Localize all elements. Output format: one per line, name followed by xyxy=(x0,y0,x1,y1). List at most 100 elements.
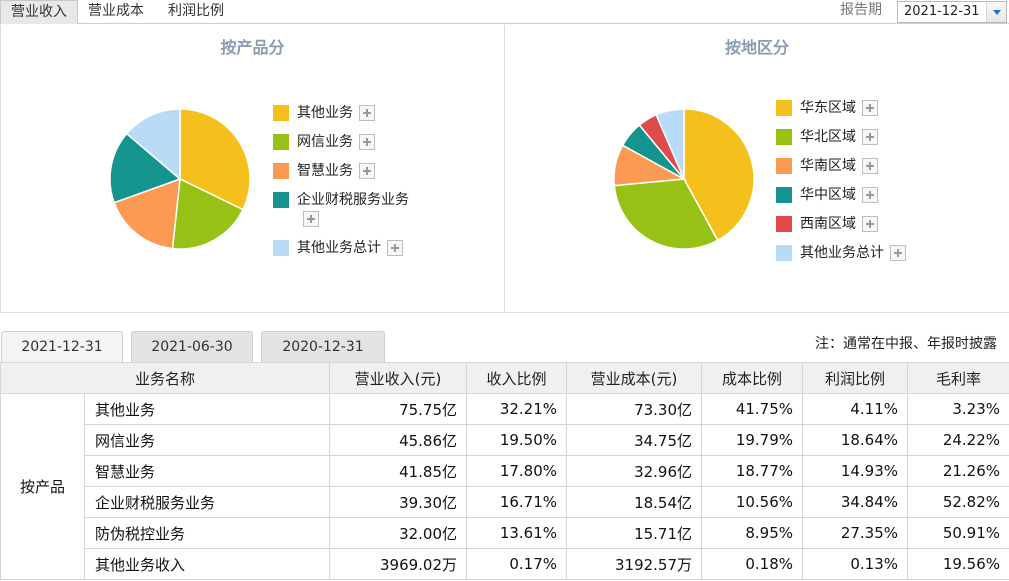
header-cost-ratio: 成本比例 xyxy=(701,362,804,394)
disclosure-note: 注：通常在中报、年报时披露 xyxy=(815,336,997,352)
expand-plus-icon[interactable] xyxy=(862,100,878,116)
cell-revenue: 45.86亿 xyxy=(329,424,468,456)
header-revenue: 营业收入(元) xyxy=(329,362,468,394)
header-gross-margin: 毛利率 xyxy=(907,362,1009,394)
expand-plus-icon[interactable] xyxy=(387,240,403,256)
pie-slice[interactable] xyxy=(613,178,719,250)
cell-profit-ratio: 0.13% xyxy=(802,548,909,580)
pie-slice[interactable] xyxy=(179,108,251,211)
legend-swatch xyxy=(273,240,289,256)
header-revenue-ratio: 收入比例 xyxy=(466,362,568,394)
cell-revenue: 41.85亿 xyxy=(329,455,468,487)
legend-label: 企业财税服务业务 xyxy=(297,192,409,208)
legend-swatch xyxy=(776,245,792,261)
legend-label: 华东区域 xyxy=(800,100,856,116)
cell-cost-ratio: 10.56% xyxy=(701,486,804,518)
expand-plus-icon[interactable] xyxy=(862,129,878,145)
expand-plus-icon[interactable] xyxy=(862,187,878,203)
date-tab-2020-12-31[interactable]: 2020-12-31 xyxy=(261,331,385,362)
pie-slice[interactable] xyxy=(113,177,181,250)
cell-name: 防伪税控业务 xyxy=(83,517,331,549)
cell-cost-ratio: 18.77% xyxy=(701,455,804,487)
date-tab-2021-06-30[interactable]: 2021-06-30 xyxy=(131,331,253,362)
pie-slice[interactable] xyxy=(125,108,181,181)
cell-name: 其他业务收入 xyxy=(83,548,331,580)
cell-name: 其他业务 xyxy=(83,393,331,425)
cell-cost: 3192.57万 xyxy=(566,548,703,580)
legend-swatch xyxy=(273,105,289,121)
cell-profit-ratio: 34.84% xyxy=(802,486,909,518)
legend-label: 网信业务 xyxy=(297,134,353,150)
cell-revenue-ratio: 19.50% xyxy=(466,424,568,456)
cell-revenue: 3969.02万 xyxy=(329,548,468,580)
cell-name: 网信业务 xyxy=(83,424,331,456)
legend-label: 其他业务总计 xyxy=(800,245,884,261)
top-tab-bar: 营业收入 营业成本 利润比例 报告期 2021-12-31 xyxy=(0,0,1009,24)
legend-label: 智慧业务 xyxy=(297,163,353,179)
cell-profit-ratio: 27.35% xyxy=(802,517,909,549)
table-row: 按产品 其他业务 75.75亿 32.21% 73.30亿 41.75% 4.1… xyxy=(0,393,1009,580)
cell-revenue-ratio: 17.80% xyxy=(466,455,568,487)
cell-gross-margin: 3.23% xyxy=(907,393,1009,425)
legend-label: 华中区域 xyxy=(800,187,856,203)
cell-gross-margin: 50.91% xyxy=(907,517,1009,549)
expand-plus-icon[interactable] xyxy=(303,211,319,227)
tab-profit-ratio[interactable]: 利润比例 xyxy=(168,3,224,19)
cell-cost-ratio: 19.79% xyxy=(701,424,804,456)
expand-plus-icon[interactable] xyxy=(862,158,878,174)
pie-slice[interactable] xyxy=(171,177,244,250)
row-group-product: 按产品 xyxy=(0,393,85,580)
cell-gross-margin: 24.22% xyxy=(907,424,1009,456)
pie-chart-product xyxy=(109,108,251,250)
cell-revenue: 75.75亿 xyxy=(329,393,468,425)
chart-panel-region: 按地区分 华东区域 华北区域 华南区域 华中区域 西南区域 xyxy=(505,25,1009,313)
cell-gross-margin: 21.26% xyxy=(907,455,1009,487)
pie-chart-region xyxy=(613,108,755,250)
cell-profit-ratio: 18.64% xyxy=(802,424,909,456)
expand-plus-icon[interactable] xyxy=(359,105,375,121)
cell-name: 企业财税服务业务 xyxy=(83,486,331,518)
table-row: 防伪税控业务 32.00亿 13.61% 15.71亿 8.95% 27.35%… xyxy=(1,517,1009,549)
cell-cost: 73.30亿 xyxy=(566,393,703,425)
legend-swatch xyxy=(273,192,289,208)
business-table: 业务名称 营业收入(元) 收入比例 营业成本(元) 成本比例 利润比例 毛利率 … xyxy=(0,362,1009,580)
cell-revenue: 32.00亿 xyxy=(329,517,468,549)
cell-cost: 15.71亿 xyxy=(566,517,703,549)
cell-revenue-ratio: 13.61% xyxy=(466,517,568,549)
expand-plus-icon[interactable] xyxy=(359,163,375,179)
table-row: 智慧业务 41.85亿 17.80% 32.96亿 18.77% 14.93% … xyxy=(1,455,1009,487)
legend-swatch xyxy=(776,100,792,116)
cell-revenue-ratio: 16.71% xyxy=(466,486,568,518)
tab-revenue[interactable]: 营业收入 xyxy=(0,0,78,24)
legend-label: 华北区域 xyxy=(800,129,856,145)
legend-label: 西南区域 xyxy=(800,216,856,232)
cell-cost-ratio: 0.18% xyxy=(701,548,804,580)
expand-plus-icon[interactable] xyxy=(890,245,906,261)
legend-swatch xyxy=(776,158,792,174)
table-header-row: 业务名称 营业收入(元) 收入比例 营业成本(元) 成本比例 利润比例 毛利率 xyxy=(0,362,1009,394)
report-period-select[interactable]: 2021-12-31 xyxy=(897,1,1007,23)
tab-cost[interactable]: 营业成本 xyxy=(88,3,144,19)
legend-swatch xyxy=(776,216,792,232)
pie-slice[interactable] xyxy=(109,132,182,204)
cell-revenue-ratio: 32.21% xyxy=(466,393,568,425)
cell-profit-ratio: 14.93% xyxy=(802,455,909,487)
expand-plus-icon[interactable] xyxy=(359,134,375,150)
table-row: 企业财税服务业务 39.30亿 16.71% 18.54亿 10.56% 34.… xyxy=(1,486,1009,518)
legend-label: 华南区域 xyxy=(800,158,856,174)
cell-cost-ratio: 41.75% xyxy=(701,393,804,425)
pie-slice[interactable] xyxy=(655,108,685,180)
legend-swatch xyxy=(273,163,289,179)
cell-name: 智慧业务 xyxy=(83,455,331,487)
cell-gross-margin: 19.56% xyxy=(907,548,1009,580)
expand-plus-icon[interactable] xyxy=(862,216,878,232)
header-cost: 营业成本(元) xyxy=(566,362,703,394)
dropdown-arrow-icon[interactable] xyxy=(986,2,1006,22)
pie-slice[interactable] xyxy=(683,108,755,242)
chart-title-region: 按地区分 xyxy=(724,38,789,57)
table-row: 网信业务 45.86亿 19.50% 34.75亿 19.79% 18.64% … xyxy=(1,424,1009,456)
date-tab-2021-12-31[interactable]: 2021-12-31 xyxy=(1,331,123,363)
legend-swatch xyxy=(776,187,792,203)
cell-gross-margin: 52.82% xyxy=(907,486,1009,518)
cell-cost: 34.75亿 xyxy=(566,424,703,456)
